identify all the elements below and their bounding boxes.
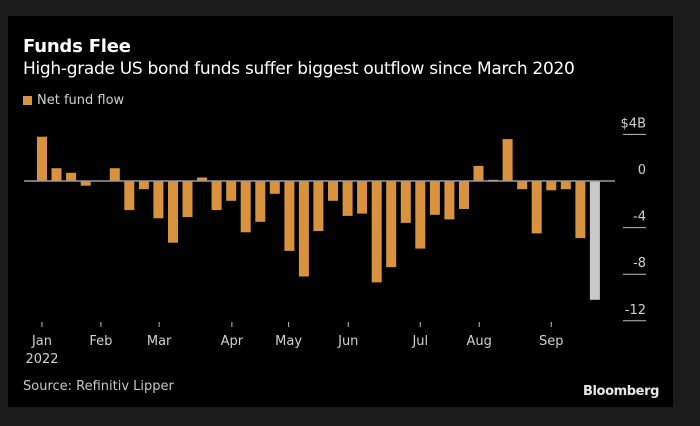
y-axis: $4B 0 -4 -8 -12 bbox=[621, 116, 646, 322]
y-tick-label: -8 bbox=[633, 256, 646, 271]
x-tick-label: Jun bbox=[337, 334, 358, 349]
bar bbox=[269, 181, 280, 194]
x-year-label: 2022 bbox=[25, 352, 58, 367]
chart-title: Funds Flee bbox=[23, 36, 131, 57]
x-tick-label: Jul bbox=[411, 334, 428, 349]
bar bbox=[66, 172, 77, 181]
bar bbox=[255, 181, 266, 222]
legend-label: Net fund flow bbox=[37, 93, 125, 108]
bar bbox=[51, 168, 62, 181]
bar bbox=[226, 181, 237, 201]
x-tick-label: May bbox=[275, 334, 302, 349]
bar bbox=[459, 181, 469, 209]
legend-swatch bbox=[23, 96, 32, 105]
chart-panel: Funds Flee High-grade US bond funds suff… bbox=[8, 16, 673, 407]
bloomberg-logo: Bloomberg bbox=[582, 384, 659, 399]
y-tick-label: -4 bbox=[633, 210, 646, 225]
x-tick-label: Feb bbox=[89, 334, 112, 349]
bar bbox=[473, 165, 484, 181]
bar bbox=[80, 181, 91, 186]
bar bbox=[240, 181, 251, 233]
bar bbox=[400, 181, 411, 223]
bar bbox=[415, 181, 426, 249]
bar bbox=[284, 181, 295, 251]
bar bbox=[182, 181, 193, 218]
legend: Net fund flow bbox=[23, 93, 124, 108]
bar bbox=[197, 177, 208, 181]
source-note: Source: Refinitiv Lipper bbox=[23, 379, 174, 394]
bar bbox=[502, 139, 513, 181]
x-tick-label: Aug bbox=[467, 334, 492, 349]
y-tick-label: 0 bbox=[638, 163, 646, 178]
bar bbox=[386, 181, 397, 268]
bar bbox=[357, 181, 368, 214]
bar bbox=[168, 181, 178, 243]
bar bbox=[560, 181, 571, 190]
bar bbox=[313, 181, 324, 232]
chart-subtitle: High-grade US bond funds suffer biggest … bbox=[23, 59, 575, 79]
bar bbox=[124, 181, 135, 211]
bar bbox=[211, 181, 222, 211]
bar-latest bbox=[589, 181, 600, 300]
x-axis: Jan 2022 Feb Mar Apr May Jun Jul Aug Sep bbox=[25, 322, 564, 367]
bar bbox=[342, 181, 353, 216]
bar bbox=[138, 181, 149, 190]
x-tick-label: Apr bbox=[221, 334, 244, 349]
bar bbox=[429, 181, 440, 215]
bar bbox=[153, 181, 164, 219]
bar bbox=[37, 136, 47, 181]
bar bbox=[575, 181, 586, 239]
x-tick-label: Sep bbox=[539, 334, 564, 349]
bar bbox=[328, 181, 338, 201]
bar bbox=[298, 181, 309, 277]
bar bbox=[109, 168, 120, 181]
bars-group bbox=[24, 136, 615, 300]
bar bbox=[444, 181, 455, 220]
bar bbox=[371, 181, 382, 283]
x-tick-label: Mar bbox=[147, 334, 172, 349]
bar bbox=[546, 181, 557, 191]
y-tick-label: -12 bbox=[625, 303, 646, 318]
bar bbox=[531, 181, 542, 234]
x-tick-label: Jan bbox=[31, 334, 52, 349]
bar bbox=[517, 181, 528, 190]
y-tick-label: $4B bbox=[621, 116, 646, 131]
